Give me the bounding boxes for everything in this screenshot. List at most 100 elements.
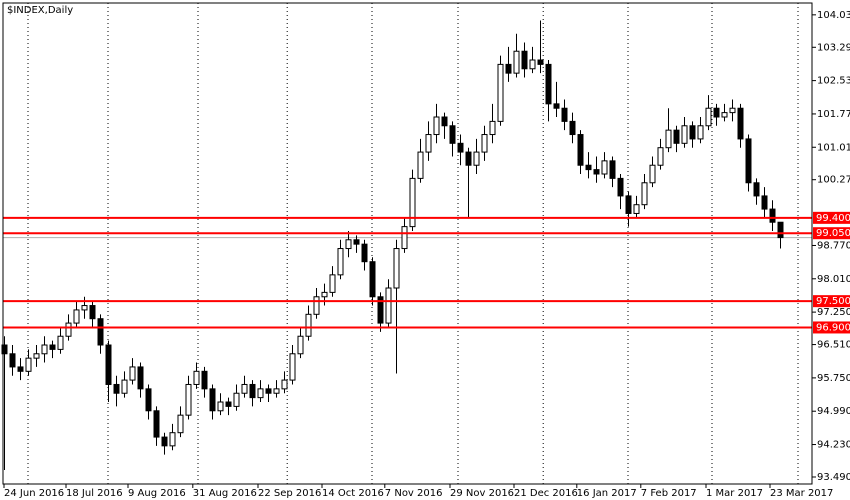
candle-body xyxy=(425,134,432,153)
candle-body xyxy=(497,63,504,122)
candle-body xyxy=(457,142,464,153)
y-tick-label: 94.990 xyxy=(817,406,850,417)
candle-body xyxy=(209,388,216,412)
candle-body xyxy=(41,344,48,355)
level-label: 99.050 xyxy=(816,228,850,239)
candle-body xyxy=(369,261,376,298)
candle-body xyxy=(401,226,408,250)
y-tick-label: 101.010 xyxy=(817,142,850,153)
candle-body xyxy=(185,383,192,416)
candle-body xyxy=(673,129,680,144)
candle-body xyxy=(553,103,560,109)
y-tick-label: 101.770 xyxy=(817,109,850,120)
candle-body xyxy=(713,107,720,118)
candle-body xyxy=(321,291,328,298)
candle-body xyxy=(505,63,512,74)
candle-body xyxy=(409,177,416,228)
candle-body xyxy=(241,383,248,394)
candle-body xyxy=(9,353,16,368)
y-tick-label: 103.290 xyxy=(817,42,850,53)
y-tick-label: 100.270 xyxy=(817,175,850,186)
y-tick-label: 93.490 xyxy=(817,472,850,483)
candle-body xyxy=(665,129,672,149)
x-tick-label: 14 Oct 2016 xyxy=(322,488,384,499)
x-tick-label: 22 Sep 2016 xyxy=(258,488,321,499)
candle-body xyxy=(329,274,336,293)
x-tick-label: 23 Mar 2017 xyxy=(770,488,833,499)
candle-body xyxy=(33,353,40,359)
candle-body xyxy=(217,401,224,412)
candle-body xyxy=(233,392,240,407)
candle-body xyxy=(97,318,104,346)
chart-title: $INDEX,Daily xyxy=(7,5,73,16)
candle-body xyxy=(737,107,744,140)
candle-body xyxy=(625,195,632,214)
candle-body xyxy=(377,296,384,324)
candle-body xyxy=(441,116,448,127)
y-tick-label: 97.250 xyxy=(817,307,850,318)
candle-body xyxy=(761,195,768,210)
candle-body xyxy=(697,125,704,140)
candle-body xyxy=(73,309,80,324)
candle-body xyxy=(521,50,528,70)
x-tick-label: 18 Jul 2016 xyxy=(66,488,123,499)
candle-body xyxy=(745,138,752,184)
candle-body xyxy=(17,366,24,372)
x-tick-label: 7 Nov 2016 xyxy=(385,488,443,499)
candle-body xyxy=(777,221,784,239)
candle-body xyxy=(161,436,168,447)
candle-body xyxy=(353,239,360,245)
candle-body xyxy=(193,370,200,385)
candle-body xyxy=(585,164,592,171)
level-label-box xyxy=(813,321,850,334)
candle-body xyxy=(529,59,536,70)
candle-body xyxy=(705,107,712,127)
candle-body xyxy=(449,125,456,144)
candle-body xyxy=(489,120,496,136)
candle-body xyxy=(121,379,128,394)
candle-body xyxy=(265,388,272,394)
candle-body xyxy=(201,370,208,390)
y-tick-label: 98.770 xyxy=(817,240,850,251)
level-label-box xyxy=(813,227,850,240)
candle-body xyxy=(105,344,112,385)
candle-body xyxy=(721,112,728,118)
candle-body xyxy=(81,305,88,311)
x-tick-label: 9 Aug 2016 xyxy=(128,488,186,499)
candle-body xyxy=(273,388,280,394)
candle-body xyxy=(569,120,576,136)
candle-body xyxy=(249,383,256,399)
candle-body xyxy=(337,248,344,276)
candle-body xyxy=(561,107,568,122)
candle-body xyxy=(577,134,584,166)
candle-body xyxy=(769,208,776,223)
candle-body xyxy=(433,116,440,136)
candle-body xyxy=(545,63,552,105)
y-tick-label: 96.510 xyxy=(817,340,850,351)
level-label-box xyxy=(813,211,850,224)
candle-body xyxy=(129,366,136,381)
x-tick-label: 31 Aug 2016 xyxy=(193,488,257,499)
candle-body xyxy=(25,357,32,372)
candle-body xyxy=(617,177,624,197)
candle-body xyxy=(385,287,392,324)
candle-body xyxy=(465,151,472,166)
x-tick-label: 24 Jun 2016 xyxy=(4,488,64,499)
level-label: 96.900 xyxy=(816,322,850,333)
x-tick-label: 7 Feb 2017 xyxy=(641,488,697,499)
candle-body xyxy=(65,322,72,337)
candle-body xyxy=(649,164,656,184)
candle-body xyxy=(601,160,608,175)
candle-body xyxy=(609,160,616,179)
candle-body xyxy=(313,296,320,315)
plot-frame xyxy=(2,2,813,485)
candle-body xyxy=(137,366,144,390)
candle-body xyxy=(153,410,160,438)
candle-body xyxy=(473,151,480,166)
candle-body xyxy=(113,383,120,394)
candle-body xyxy=(297,335,304,355)
candle-body xyxy=(345,239,352,250)
candle-body xyxy=(641,182,648,206)
candle-body xyxy=(393,248,400,289)
